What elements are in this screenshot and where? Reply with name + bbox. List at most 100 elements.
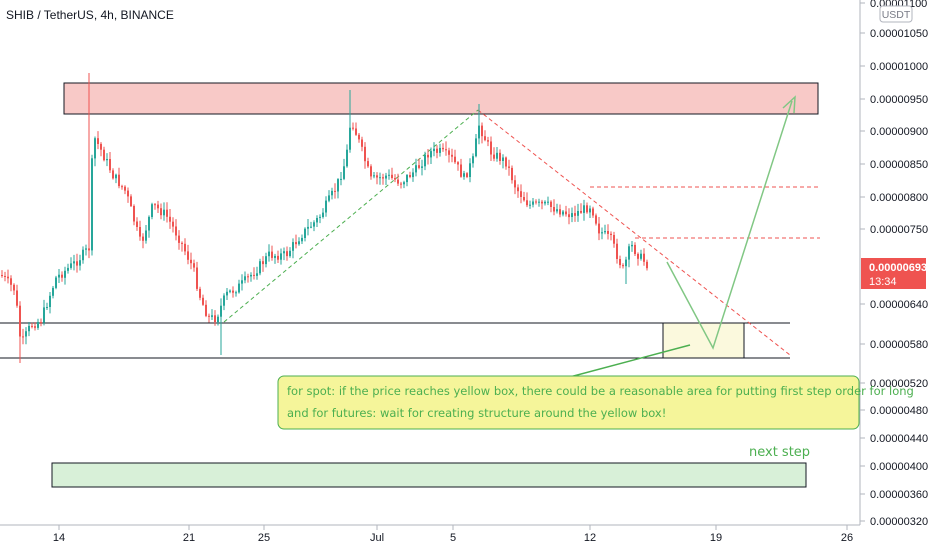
candle-body: [514, 180, 516, 188]
candle-body: [565, 211, 567, 215]
candle-body: [238, 283, 240, 293]
candle-body: [172, 221, 174, 227]
candle-body: [502, 157, 504, 161]
candle-body: [232, 290, 234, 293]
candle-body: [142, 236, 144, 241]
candle-body: [427, 154, 429, 158]
candle-body: [637, 253, 639, 259]
note-line-1: for spot: if the price reaches yellow bo…: [287, 384, 914, 398]
candle-body: [619, 259, 621, 266]
candle-body: [37, 322, 39, 328]
candle-body: [31, 325, 33, 327]
candle-body: [82, 249, 84, 261]
candle-body: [118, 174, 120, 187]
candle-body: [76, 261, 78, 266]
candle-body: [187, 251, 189, 260]
price-tick-label: 0.00001100: [870, 0, 927, 10]
candle-body: [544, 201, 546, 204]
last-price-value: 0.00000693: [869, 262, 927, 274]
resistance-zone[interactable]: [63, 82, 819, 115]
candle-body: [127, 190, 129, 197]
candle-body: [433, 148, 435, 152]
candle-body: [607, 231, 609, 234]
candle-body: [463, 173, 465, 177]
candle-body: [421, 166, 423, 168]
candle-body: [418, 165, 420, 168]
candle-body: [379, 177, 381, 179]
candle-body: [259, 261, 261, 274]
next-step-label: next step: [749, 445, 810, 460]
candle-body: [439, 147, 441, 153]
candle-body: [505, 157, 507, 167]
candle-body: [268, 251, 270, 257]
candle-body: [46, 307, 48, 308]
candle-body: [115, 174, 117, 179]
candle-body: [400, 183, 402, 185]
candle-body: [640, 253, 642, 259]
candle-body: [121, 186, 123, 188]
next-step-zone[interactable]: [51, 462, 807, 488]
candle-body: [628, 246, 630, 260]
projection-arrowhead: [782, 95, 796, 114]
time-tick-label: 12: [584, 532, 596, 544]
candle-body: [109, 159, 111, 171]
candle-body: [298, 241, 300, 245]
candle-body: [88, 248, 90, 251]
time-tick-label: 26: [841, 532, 853, 544]
candle-body: [253, 274, 255, 276]
candle-body: [343, 166, 345, 179]
candle-body: [211, 315, 213, 317]
candle-body: [349, 127, 351, 150]
price-tick-label: 0.00000640: [870, 299, 928, 311]
candle-body: [403, 182, 405, 185]
currency-badge[interactable]: [879, 5, 913, 23]
candle-body: [337, 179, 339, 192]
candle-body: [19, 305, 21, 337]
price-tick-label: 0.00000900: [870, 126, 928, 138]
candle-body: [547, 201, 549, 203]
candle-body: [334, 190, 336, 192]
rising-trendline[interactable]: [223, 109, 479, 323]
candle-body: [595, 215, 597, 224]
candle-body: [448, 150, 450, 155]
candle-body: [559, 209, 561, 215]
candle-body: [190, 259, 192, 264]
candle-body: [388, 174, 390, 176]
price-tick-label: 0.00000520: [870, 378, 928, 390]
candle-body: [145, 230, 147, 241]
time-axis[interactable]: 14 21 25 Jul 5 12 19 26: [53, 525, 853, 544]
candle-body: [475, 138, 477, 157]
candle-body: [643, 253, 645, 262]
candle-body: [538, 201, 540, 203]
candle-body: [451, 154, 453, 157]
note-line-2: and for futures: wait for creating struc…: [287, 406, 666, 420]
candle-body: [367, 161, 369, 167]
candle-body: [481, 125, 483, 137]
candle-body: [406, 175, 408, 183]
candle-body: [271, 251, 273, 258]
candle-body: [580, 211, 582, 213]
falling-trendline[interactable]: [477, 109, 791, 356]
candles: [1, 73, 648, 363]
candle-body: [235, 292, 237, 294]
candle-body: [577, 211, 579, 216]
candle-body: [313, 222, 315, 227]
candle-body: [229, 290, 231, 292]
candle-body: [58, 274, 60, 278]
candle-body: [457, 162, 459, 165]
candle-body: [319, 216, 321, 218]
price-tick-label: 0.00000850: [870, 159, 928, 171]
candle-body: [445, 149, 447, 151]
candle-body: [16, 290, 18, 306]
note-box[interactable]: [277, 375, 860, 430]
candle-body: [283, 251, 285, 254]
projection-path[interactable]: [666, 100, 793, 350]
candle-body: [409, 175, 411, 177]
candle-body: [193, 263, 195, 268]
candle-body: [592, 208, 594, 216]
yellow-buy-box[interactable]: [662, 322, 745, 359]
candle-body: [100, 143, 102, 150]
price-tick-label: 0.00001000: [870, 61, 928, 73]
price-axis[interactable]: 0.00001100 0.00001050 0.00001000 0.00000950…: [860, 0, 928, 528]
